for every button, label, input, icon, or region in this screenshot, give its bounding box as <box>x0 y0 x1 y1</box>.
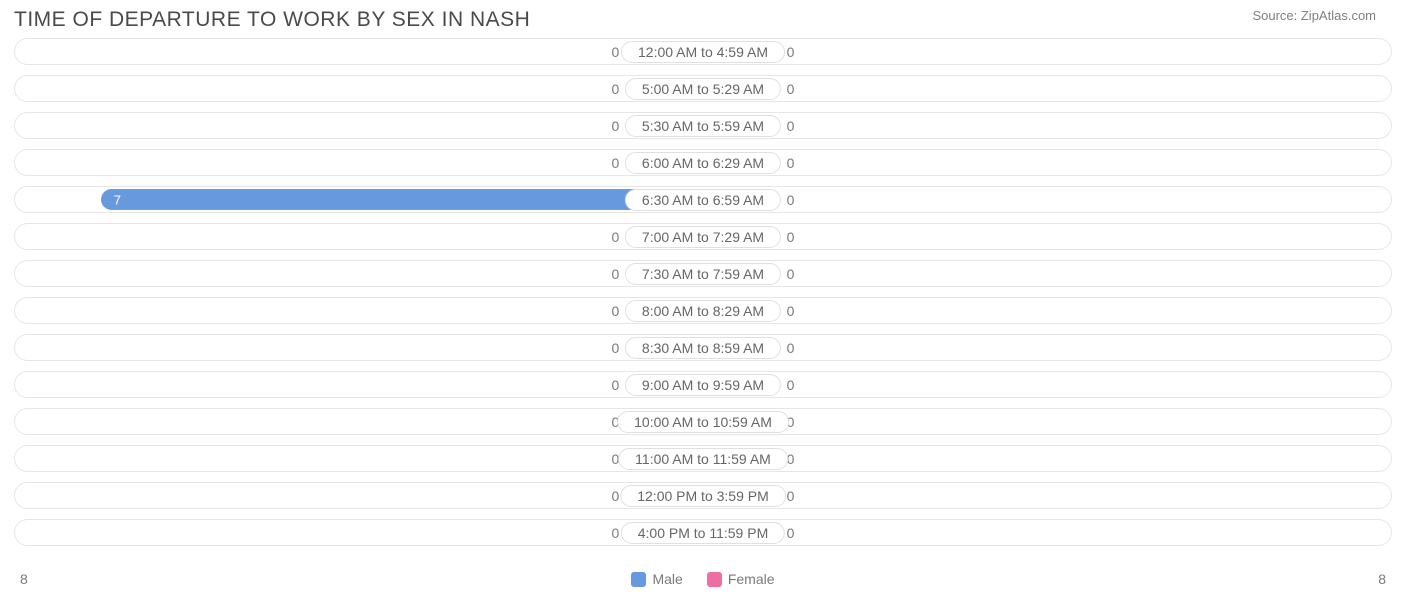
female-value: 0 <box>787 377 795 393</box>
male-value: 0 <box>612 81 620 97</box>
chart-header: TIME OF DEPARTURE TO WORK BY SEX IN NASH… <box>0 0 1406 38</box>
female-value: 0 <box>787 192 795 208</box>
category-label: 6:00 AM to 6:29 AM <box>625 152 781 174</box>
category-label: 7:00 AM to 7:29 AM <box>625 226 781 248</box>
legend-item-female: Female <box>707 571 775 587</box>
legend-item-male: Male <box>631 571 682 587</box>
chart-row: 0 0 8:30 AM to 8:59 AM <box>14 334 1392 361</box>
chart-row: 7 0 6:30 AM to 6:59 AM <box>14 186 1392 213</box>
male-value: 0 <box>612 377 620 393</box>
category-label: 6:30 AM to 6:59 AM <box>625 189 781 211</box>
category-label: 12:00 AM to 4:59 AM <box>621 41 785 63</box>
male-value: 0 <box>612 525 620 541</box>
chart-title: TIME OF DEPARTURE TO WORK BY SEX IN NASH <box>14 8 530 32</box>
chart-area: 0012:00 AM to 4:59 AM005:00 AM to 5:29 A… <box>0 38 1406 546</box>
female-value: 0 <box>787 118 795 134</box>
axis-max-left: 8 <box>20 571 28 587</box>
male-value: 0 <box>612 44 620 60</box>
swatch-female <box>707 572 722 587</box>
category-label: 8:00 AM to 8:29 AM <box>625 300 781 322</box>
axis-max-right: 8 <box>1378 571 1386 587</box>
male-value: 0 <box>612 303 620 319</box>
category-label: 7:30 AM to 7:59 AM <box>625 263 781 285</box>
female-value: 0 <box>787 340 795 356</box>
chart-row: 0 0 7:30 AM to 7:59 AM <box>14 260 1392 287</box>
male-value: 7 <box>114 192 121 207</box>
category-label: 10:00 AM to 10:59 AM <box>617 411 789 433</box>
female-value: 0 <box>787 44 795 60</box>
chart-row: 0 0 6:00 AM to 6:29 AM <box>14 149 1392 176</box>
male-bar <box>101 189 703 210</box>
male-value: 0 <box>612 118 620 134</box>
category-label: 4:00 PM to 11:59 PM <box>621 522 785 544</box>
male-value: 0 <box>612 155 620 171</box>
legend: Male Female <box>631 571 774 587</box>
chart-row: 0 012:00 AM to 4:59 AM <box>14 38 1392 65</box>
female-value: 0 <box>787 525 795 541</box>
legend-label-male: Male <box>652 571 682 587</box>
chart-row: 0 0 7:00 AM to 7:29 AM <box>14 223 1392 250</box>
chart-footer: 8 Male Female 8 <box>14 571 1392 587</box>
female-value: 0 <box>787 229 795 245</box>
female-value: 0 <box>787 81 795 97</box>
legend-label-female: Female <box>728 571 775 587</box>
chart-row: 0 0 5:30 AM to 5:59 AM <box>14 112 1392 139</box>
swatch-male <box>631 572 646 587</box>
category-label: 5:30 AM to 5:59 AM <box>625 115 781 137</box>
category-label: 12:00 PM to 3:59 PM <box>620 485 786 507</box>
male-value: 0 <box>612 340 620 356</box>
chart-row: 0 012:00 PM to 3:59 PM <box>14 482 1392 509</box>
chart-source: Source: ZipAtlas.com <box>1252 8 1376 23</box>
male-value: 0 <box>612 488 620 504</box>
chart-row: 0011:00 AM to 11:59 AM <box>14 445 1392 472</box>
male-value: 0 <box>612 229 620 245</box>
chart-row: 0 0 5:00 AM to 5:29 AM <box>14 75 1392 102</box>
chart-row: 0 0 8:00 AM to 8:29 AM <box>14 297 1392 324</box>
chart-row: 0 0 9:00 AM to 9:59 AM <box>14 371 1392 398</box>
category-label: 9:00 AM to 9:59 AM <box>625 374 781 396</box>
male-value: 0 <box>612 266 620 282</box>
female-value: 0 <box>787 155 795 171</box>
female-value: 0 <box>787 303 795 319</box>
chart-row: 0010:00 AM to 10:59 AM <box>14 408 1392 435</box>
female-value: 0 <box>787 488 795 504</box>
female-value: 0 <box>787 266 795 282</box>
category-label: 11:00 AM to 11:59 AM <box>618 448 788 470</box>
category-label: 5:00 AM to 5:29 AM <box>625 78 781 100</box>
category-label: 8:30 AM to 8:59 AM <box>625 337 781 359</box>
chart-row: 0 04:00 PM to 11:59 PM <box>14 519 1392 546</box>
